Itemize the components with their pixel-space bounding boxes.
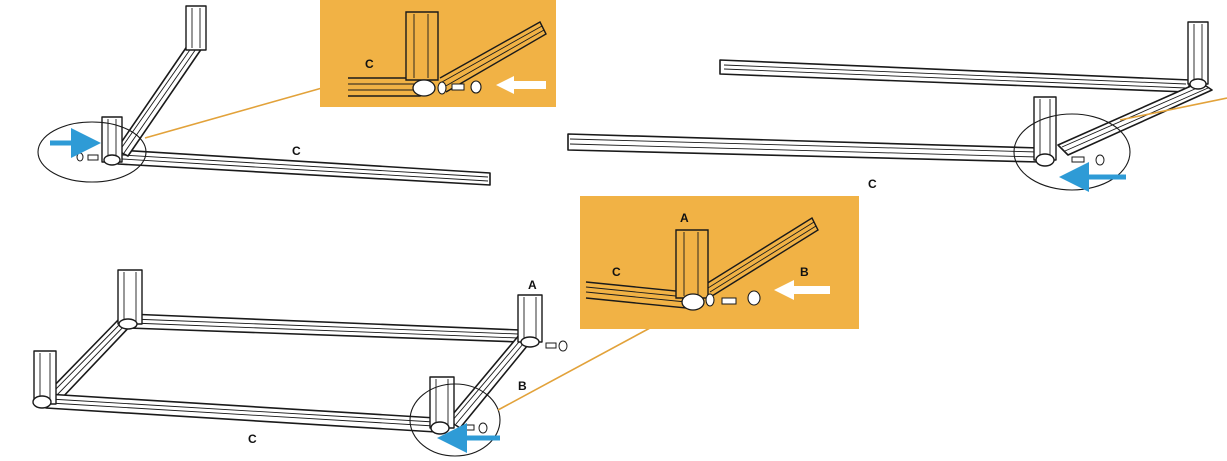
bolt-icon [1071,154,1105,166]
inset2-post-a-label: A [680,211,689,225]
inset2-rail-b [705,216,819,297]
step3-back-right-post [517,294,543,348]
inset2-post-a [675,229,715,311]
bolt-icon [76,152,99,162]
inset1-post [405,11,447,97]
step1-far-post [185,5,207,51]
step2-diagram: C [567,21,1227,192]
bolt-icon [545,340,568,352]
step2-corner-post [1033,96,1057,167]
step1-corner-post [101,116,123,166]
step3-detail-circle [409,383,501,457]
step1-leader-line [144,87,323,139]
step3-rail-c-label: C [248,432,257,446]
step2-rail-label: C [868,177,877,191]
step2-far-post [1187,21,1209,90]
t-nut-icon [451,80,482,94]
step1-diagram: C [37,5,491,186]
bolt-icon [463,422,488,434]
inset2-rail-c-label: C [612,265,621,279]
step1-inset: C [320,0,556,107]
step3-left-rail [47,315,135,401]
step3-back-rail [127,313,521,343]
step2-leader-line [1119,97,1227,121]
inset1-rail-label: C [365,57,374,71]
step3-post-a-label: A [528,278,537,292]
step3-front-left-post [32,350,57,409]
step2-side-rail [1057,81,1213,156]
step3-diagram: C B A [32,269,651,457]
t-nut-icon [721,290,761,306]
step2-lower-rail-c [567,133,1041,163]
arrow-left-icon [774,280,830,300]
inset1-diagonal-rail [439,21,547,93]
step1-diagonal-rail [115,41,203,157]
step1-rail-c [117,149,491,186]
step3-back-left-post [117,269,143,330]
inset2-rail-b-label: B [800,265,809,279]
step3-front-rail-c [45,393,437,433]
step3-leader-line [497,327,651,411]
step3-rail-b-label: B [518,379,527,393]
step2-inset: A C B [580,196,859,329]
arrow-left-icon [496,76,546,94]
step1-rail-label: C [292,144,301,158]
step1-detail-circle [37,121,147,183]
step2-upper-rail [719,59,1191,93]
